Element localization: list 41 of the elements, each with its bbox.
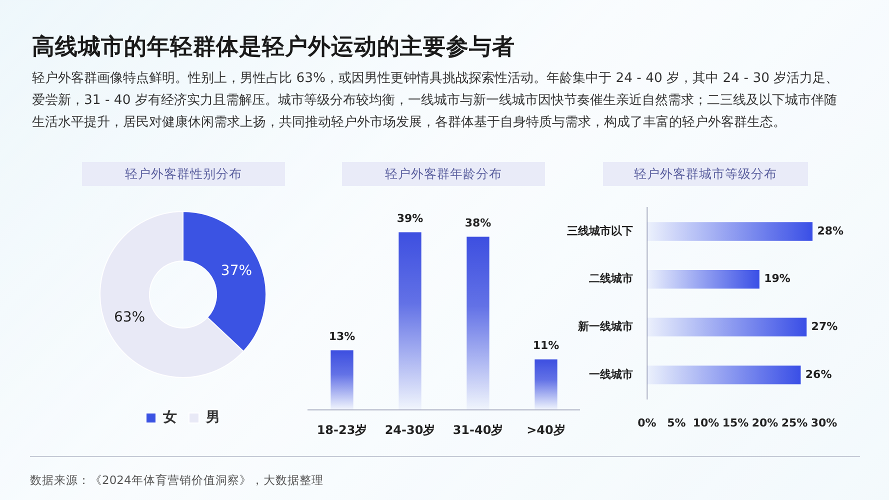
y-tick-label: 三线城市以下 <box>567 224 633 238</box>
bar <box>534 359 558 410</box>
x-tick-label: 5% <box>667 416 686 430</box>
x-tick-label: 24-30岁 <box>384 422 436 437</box>
data-label: 26% <box>805 368 832 381</box>
x-tick-label: 18-23岁 <box>316 422 368 437</box>
x-tick-label: 10% <box>692 416 720 430</box>
data-label: 39% <box>396 212 424 225</box>
bar <box>398 232 422 410</box>
legend-label: 男 <box>205 410 220 426</box>
chart-title: 轻户外客群年龄分布 <box>342 162 545 186</box>
text: 轻户外客群画像特点鲜明。性别上，男性占比 63%，或因男性更钟情具挑战探索性活动。年龄集中于 24 - 40 岁，其中 24 - 30 岁活力足、爱尝新，31 - 40 岁有经济实力且需解压。城市等级分布较均衡，一线城市与新一线城市因快节奏催生亲近自然需求；二三线及以下城市伴随生活水平提升，居民对健康休闲需求上扬，共同推动轻户外市场发展，各群体基于自身特质与需求，构成了丰富的轻户外客群生态。 <box>32 70 840 132</box>
x-tick-label: 0% <box>638 416 656 430</box>
bar <box>647 318 807 336</box>
bar <box>647 366 801 384</box>
y-tick-label: 二线城市 <box>589 272 633 286</box>
y-tick-label: 新一线城市 <box>577 320 633 333</box>
chart-title: 轻户外客群城市等级分布 <box>603 162 808 186</box>
x-tick-label: >40岁 <box>526 422 566 437</box>
bar <box>330 350 354 410</box>
x-tick-label: 25% <box>781 416 808 430</box>
data-label: 11% <box>532 339 560 352</box>
bar <box>647 270 760 289</box>
legend-label: 女 <box>162 410 177 426</box>
bar <box>647 222 813 241</box>
x-tick-label: 15% <box>722 416 749 430</box>
chart-title: 轻户外客群性别分布 <box>82 162 285 186</box>
x-tick-label: 31-40岁 <box>452 422 504 437</box>
x-tick-label: 30% <box>810 416 838 430</box>
data-label: 37% <box>220 263 252 280</box>
data-label: 27% <box>811 320 838 333</box>
y-tick-label: 一线城市 <box>589 368 633 381</box>
data-label: 19% <box>764 272 790 286</box>
data-label: 38% <box>464 216 492 230</box>
data-label: 28% <box>817 224 844 238</box>
data-label: 63% <box>114 309 146 326</box>
bar <box>466 236 490 410</box>
source-note: 数据来源：《2024年体育营销价值洞察》，大数据整理 <box>30 472 324 488</box>
x-tick-label: 20% <box>752 416 778 430</box>
text: 高线城市的年轻群体是轻户外运动的主要参与者 <box>32 33 515 61</box>
data-label: 13% <box>328 330 356 343</box>
